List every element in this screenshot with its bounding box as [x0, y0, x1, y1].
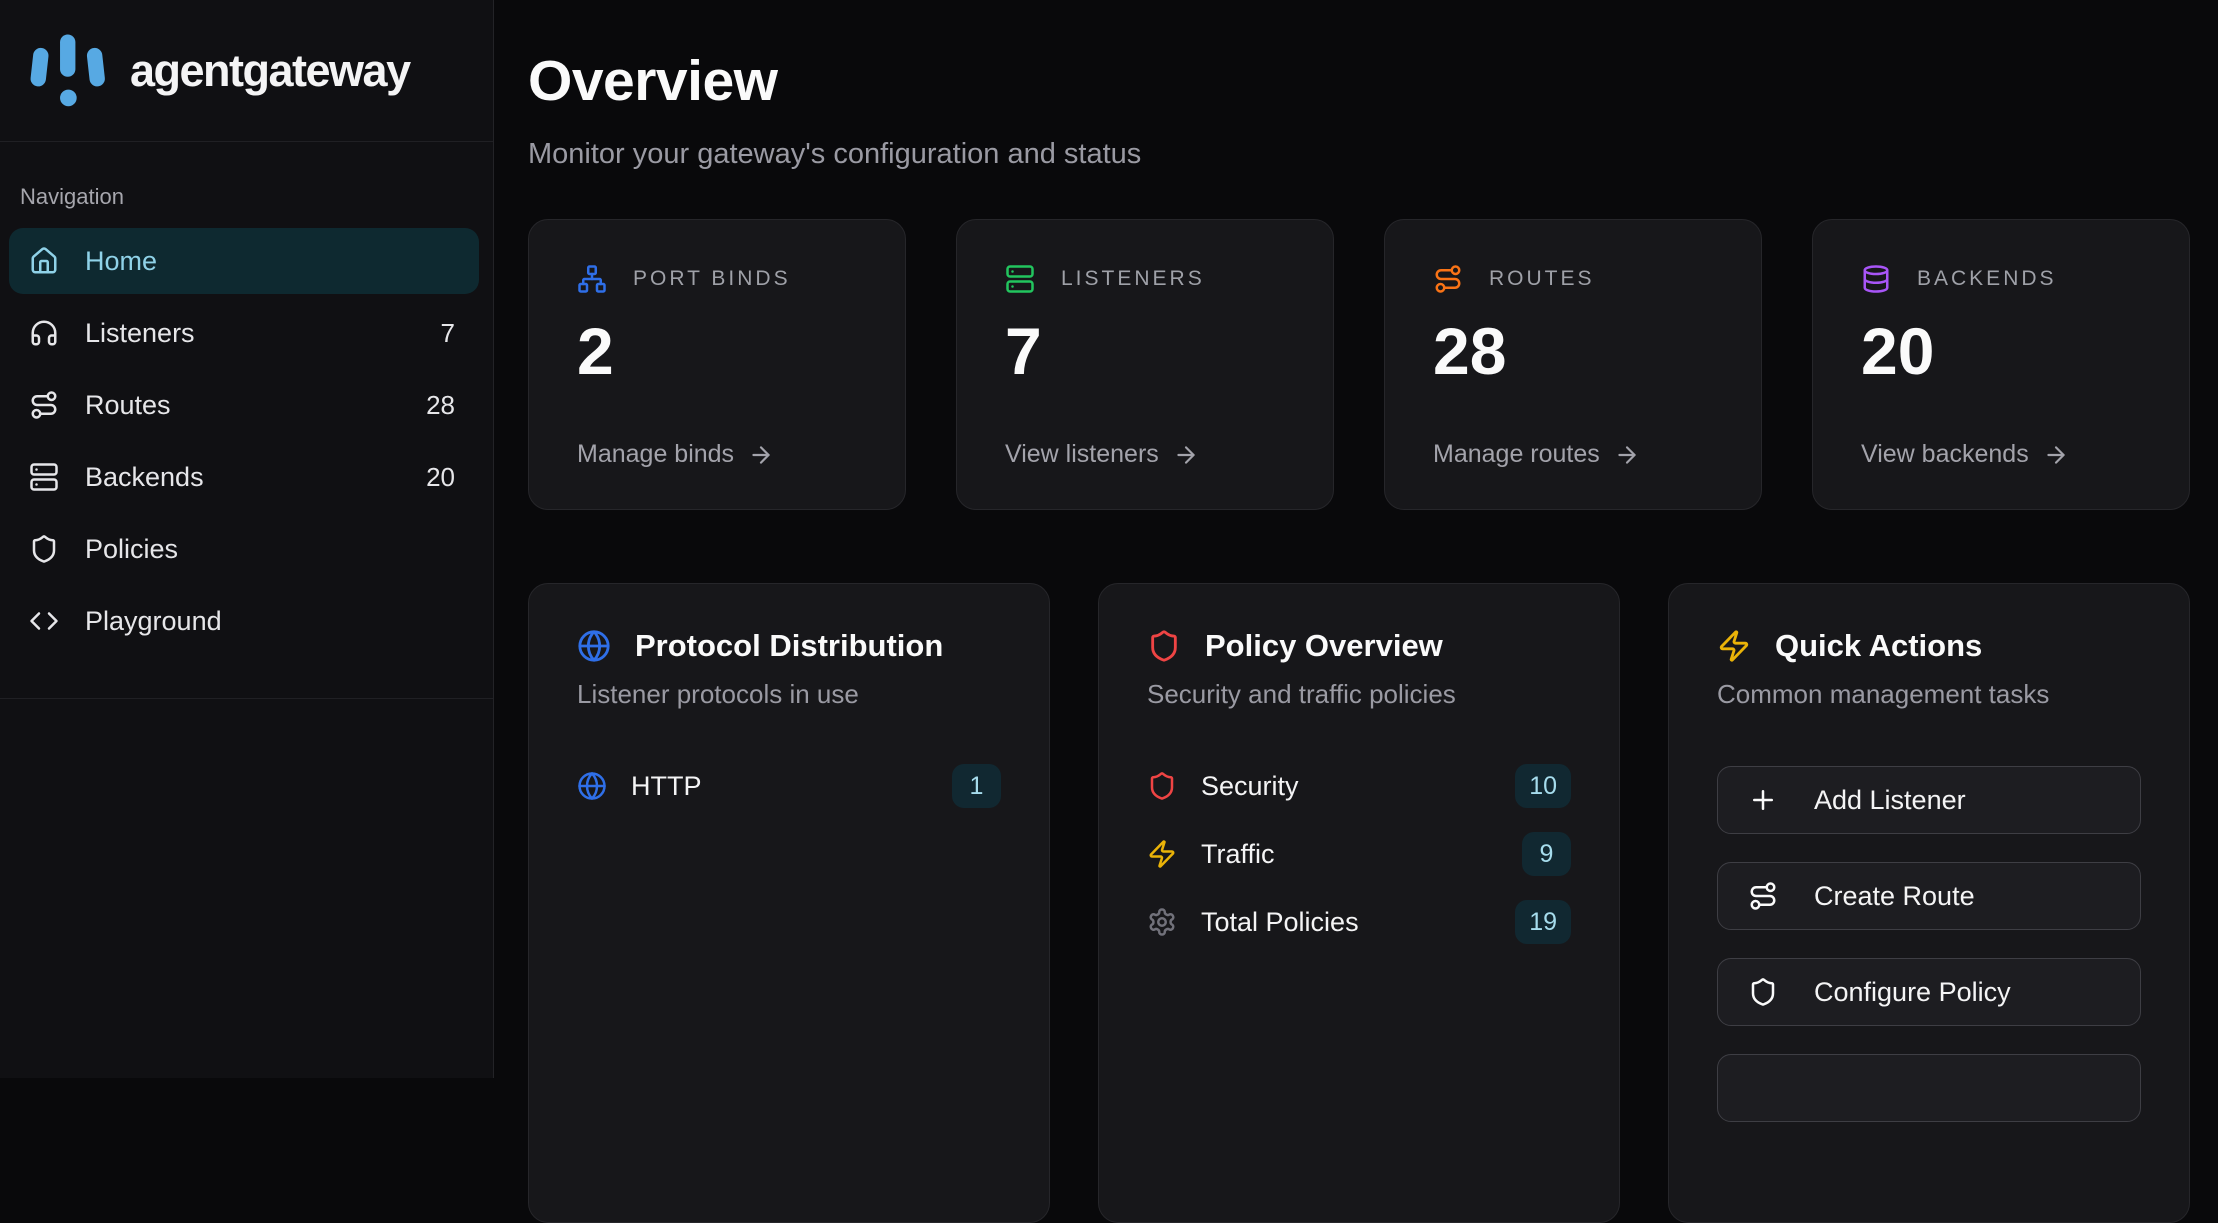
protocol-row-http: HTTP 1: [577, 754, 1001, 818]
add-listener-button[interactable]: Add Listener: [1717, 766, 2141, 834]
server-icon: [30, 463, 58, 491]
button-label: Create Route: [1814, 880, 1975, 911]
count-badge: 19: [1515, 900, 1571, 944]
app-title: agentgateway: [130, 44, 411, 96]
stat-label: LISTENERS: [1061, 267, 1205, 290]
globe-icon: [578, 772, 606, 800]
arrow-right-icon: [1618, 445, 1636, 464]
count-badge: 1: [952, 764, 1001, 808]
stat-label: PORT BINDS: [633, 267, 791, 290]
stat-card-backends: BACKENDS 20 View backends: [1812, 219, 2190, 510]
sidebar-item-count: 7: [440, 317, 455, 348]
sidebar-item-policies[interactable]: Policies: [9, 516, 479, 582]
button-label: Configure Policy: [1814, 976, 2011, 1007]
panel-subtitle: Security and traffic policies: [1147, 679, 1456, 709]
panel-title: Quick Actions: [1775, 628, 1983, 663]
network-icon: [578, 265, 606, 293]
nav-section-label: Navigation: [20, 184, 124, 209]
sidebar-item-label: Listeners: [85, 317, 195, 348]
panel-title: Protocol Distribution: [635, 628, 944, 663]
stat-link-label: Manage routes: [1433, 440, 1600, 468]
quick-actions-card: Quick Actions Common management tasks Ad…: [1668, 583, 2190, 1223]
logo[interactable]: agentgateway: [0, 0, 493, 142]
policy-overview-card: Policy Overview Security and traffic pol…: [1098, 583, 1620, 1223]
sidebar: agentgateway Navigation Home Listeners 7: [0, 0, 494, 1078]
sidebar-item-label: Playground: [85, 605, 222, 636]
stat-value: 2: [577, 314, 614, 388]
headphones-icon: [31, 320, 57, 346]
shield-icon: [1150, 772, 1174, 800]
home-icon: [31, 247, 57, 274]
page-subtitle: Monitor your gateway's configuration and…: [528, 138, 1142, 170]
arrow-right-icon: [2047, 445, 2065, 464]
sidebar-item-routes[interactable]: Routes 28: [9, 372, 479, 438]
create-route-button[interactable]: Create Route: [1717, 862, 2141, 930]
stat-value: 20: [1861, 314, 1935, 388]
main-content: Overview Monitor your gateway's configur…: [494, 0, 2218, 1223]
zap-icon: [1149, 840, 1175, 868]
sidebar-item-playground[interactable]: Playground: [9, 588, 479, 654]
policy-row-traffic: Traffic 9: [1147, 822, 1571, 886]
zap-icon: [1719, 630, 1749, 662]
shield-icon: [32, 535, 56, 563]
partial-clipped-button[interactable]: [1717, 1054, 2141, 1122]
settings-icon: [1149, 908, 1175, 936]
configure-policy-button[interactable]: Configure Policy: [1717, 958, 2141, 1026]
shield-icon: [1151, 630, 1177, 662]
route-icon: [1750, 882, 1776, 910]
panel-title: Policy Overview: [1205, 628, 1443, 663]
sidebar-item-count: 20: [426, 461, 455, 492]
stat-link-label: View listeners: [1005, 440, 1159, 468]
stat-card-listeners: LISTENERS 7 View listeners: [956, 219, 1334, 510]
arrow-right-icon: [752, 445, 770, 464]
view-backends-link[interactable]: View backends: [1861, 440, 2141, 469]
policy-label: Total Policies: [1201, 906, 1359, 937]
route-icon: [1435, 265, 1461, 293]
sidebar-item-label: Routes: [85, 389, 171, 420]
stat-link-label: View backends: [1861, 440, 2029, 468]
sidebar-nav: Navigation Home Listeners 7: [0, 142, 493, 699]
sidebar-item-label: Backends: [85, 461, 204, 492]
stat-label: BACKENDS: [1917, 267, 2057, 290]
policy-label: Traffic: [1201, 838, 1275, 869]
server-icon: [1006, 265, 1034, 293]
stats-row: PORT BINDS 2 Manage binds: [528, 219, 2190, 510]
agentgateway-logo-icon: [30, 33, 105, 106]
stat-card-routes: ROUTES 28 Manage routes: [1384, 219, 1762, 510]
sidebar-item-label: Policies: [85, 533, 179, 564]
protocol-distribution-card: Protocol Distribution Listener protocols…: [528, 583, 1050, 1223]
count-badge: 10: [1515, 764, 1571, 808]
plus-icon: [1753, 790, 1773, 810]
stat-value: 7: [1005, 314, 1042, 388]
panel-subtitle: Common management tasks: [1717, 679, 2050, 709]
count-badge: 9: [1522, 832, 1571, 876]
route-icon: [31, 391, 57, 419]
sidebar-item-listeners[interactable]: Listeners 7: [9, 300, 479, 366]
sidebar-item-home[interactable]: Home: [9, 228, 479, 294]
panels-row: Protocol Distribution Listener protocols…: [528, 583, 2190, 1223]
sidebar-item-count: 28: [426, 389, 455, 420]
protocol-label: HTTP: [631, 770, 702, 801]
sidebar-item-backends[interactable]: Backends 20: [9, 444, 479, 510]
policy-label: Security: [1201, 770, 1299, 801]
stat-label: ROUTES: [1489, 267, 1595, 290]
database-icon: [1863, 265, 1889, 293]
page-title: Overview: [528, 49, 778, 113]
sidebar-item-label: Home: [85, 245, 158, 276]
policy-row-security: Security 10: [1147, 754, 1571, 818]
policy-row-total: Total Policies 19: [1147, 890, 1571, 954]
arrow-right-icon: [1177, 445, 1195, 464]
view-listeners-link[interactable]: View listeners: [1005, 440, 1285, 469]
code-icon: [30, 612, 58, 630]
stat-card-port-binds: PORT BINDS 2 Manage binds: [528, 219, 906, 510]
panel-subtitle: Listener protocols in use: [577, 679, 859, 709]
shield-icon: [1751, 978, 1775, 1006]
stat-value: 28: [1433, 314, 1507, 388]
manage-routes-link[interactable]: Manage routes: [1433, 440, 1713, 469]
stat-link-label: Manage binds: [577, 440, 735, 468]
globe-icon: [578, 630, 610, 662]
manage-binds-link[interactable]: Manage binds: [577, 440, 857, 469]
button-label: Add Listener: [1814, 784, 1966, 815]
